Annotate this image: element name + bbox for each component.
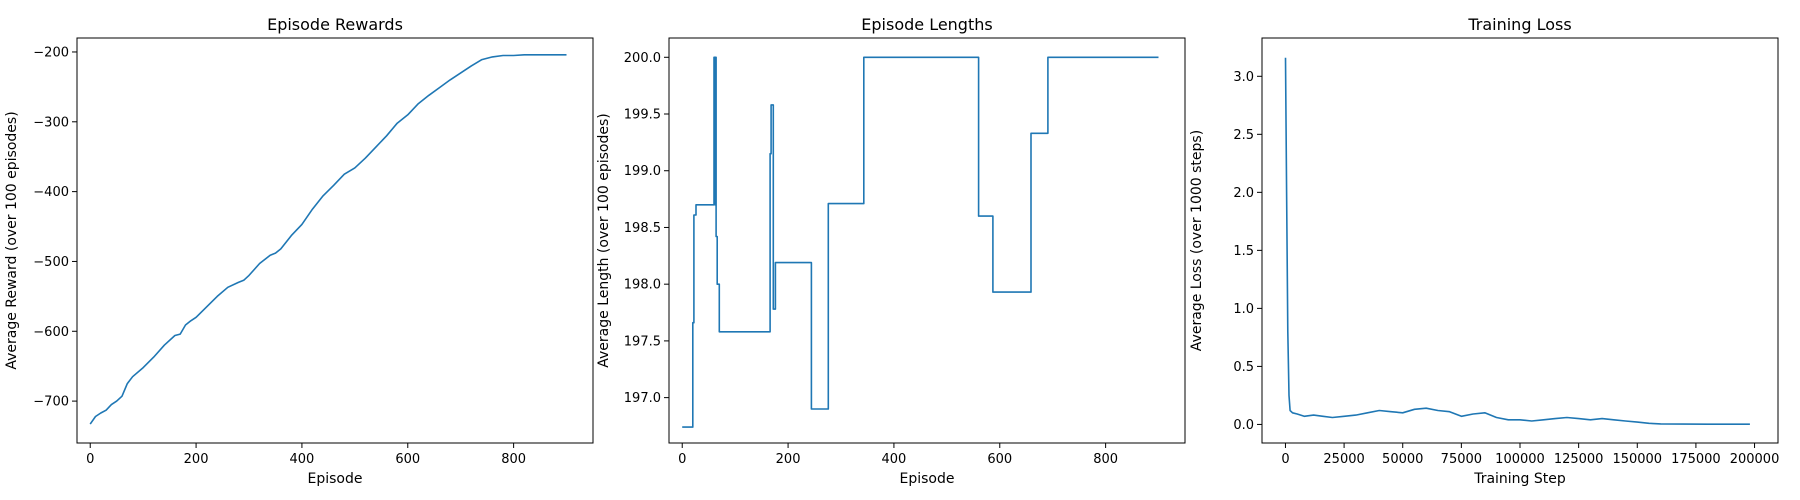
series-line-0 bbox=[682, 56, 1159, 428]
x-tick-label: 200 bbox=[776, 452, 801, 467]
y-axis-label: Average Reward (over 100 episodes) bbox=[4, 111, 20, 369]
y-tick-label: 199.5 bbox=[624, 108, 661, 123]
chart-panel-0: Episode Rewards 0 200 400 600 800 −700 −600 −500… bbox=[4, 15, 594, 487]
x-tick-label: 100000 bbox=[1495, 452, 1545, 467]
y-tick-label: 1.5 bbox=[1233, 244, 1254, 259]
x-tick-label: 25000 bbox=[1323, 452, 1364, 467]
y-tick-label: 198.5 bbox=[624, 221, 661, 236]
chart-panel-2: Training Loss 0 25000 50000 75000 100000 12500… bbox=[1189, 15, 1779, 487]
x-tick-label: 0 bbox=[1281, 452, 1289, 467]
x-axis-label: Training Step bbox=[1473, 471, 1566, 487]
x-tick-label: 0 bbox=[86, 452, 94, 467]
chart-title: Training Loss bbox=[1467, 15, 1571, 34]
chart-title: Episode Lengths bbox=[861, 15, 992, 34]
y-tick-label: 200.0 bbox=[624, 51, 661, 66]
x-tick-label: 400 bbox=[290, 452, 315, 467]
x-tick-label: 400 bbox=[882, 452, 907, 467]
x-tick-label: 125000 bbox=[1554, 452, 1604, 467]
y-tick-label: 197.5 bbox=[624, 334, 661, 349]
x-tick-label: 600 bbox=[395, 452, 420, 467]
x-tick-label: 75000 bbox=[1441, 452, 1482, 467]
y-tick-label: 2.5 bbox=[1233, 128, 1254, 143]
x-tick-label: 600 bbox=[987, 452, 1012, 467]
y-tick-label: 2.0 bbox=[1233, 186, 1254, 201]
x-tick-label: 150000 bbox=[1612, 452, 1662, 467]
y-tick-label: 199.0 bbox=[624, 164, 661, 179]
y-tick-label: 0.0 bbox=[1233, 418, 1254, 433]
series-line-0 bbox=[89, 53, 567, 425]
x-tick-label: 800 bbox=[1093, 452, 1118, 467]
chart-panel-1: Episode Lengths 0 200 400 600 800 197.0 197.5 19… bbox=[596, 15, 1186, 487]
y-tick-label: 3.0 bbox=[1233, 70, 1254, 85]
y-tick-label: −600 bbox=[33, 325, 69, 340]
y-tick-label: −400 bbox=[33, 185, 69, 200]
x-tick-label: 200 bbox=[184, 452, 209, 467]
x-axis-label: Episode bbox=[900, 471, 955, 487]
y-tick-label: −500 bbox=[33, 255, 69, 270]
x-tick-label: 50000 bbox=[1382, 452, 1423, 467]
x-tick-label: 200000 bbox=[1730, 452, 1780, 467]
x-tick-label: 175000 bbox=[1671, 452, 1721, 467]
y-tick-label: 0.5 bbox=[1233, 360, 1254, 375]
y-axis-label: Average Loss (over 1000 steps) bbox=[1189, 130, 1205, 351]
x-tick-label: 0 bbox=[678, 452, 686, 467]
axes-frame bbox=[76, 37, 594, 444]
axes-frame bbox=[668, 37, 1186, 444]
y-tick-label: −300 bbox=[33, 115, 69, 130]
y-tick-label: 197.0 bbox=[624, 391, 661, 406]
y-tick-label: −200 bbox=[33, 45, 69, 60]
series-line-0 bbox=[1284, 57, 1750, 426]
y-tick-label: 1.0 bbox=[1233, 302, 1254, 317]
y-axis-label: Average Length (over 100 episodes) bbox=[596, 113, 612, 368]
x-axis-label: Episode bbox=[308, 471, 363, 487]
y-tick-label: −700 bbox=[33, 395, 69, 410]
axes-frame bbox=[1261, 37, 1779, 444]
x-tick-label: 800 bbox=[501, 452, 526, 467]
chart-title: Episode Rewards bbox=[267, 15, 403, 34]
y-tick-label: 198.0 bbox=[624, 278, 661, 293]
